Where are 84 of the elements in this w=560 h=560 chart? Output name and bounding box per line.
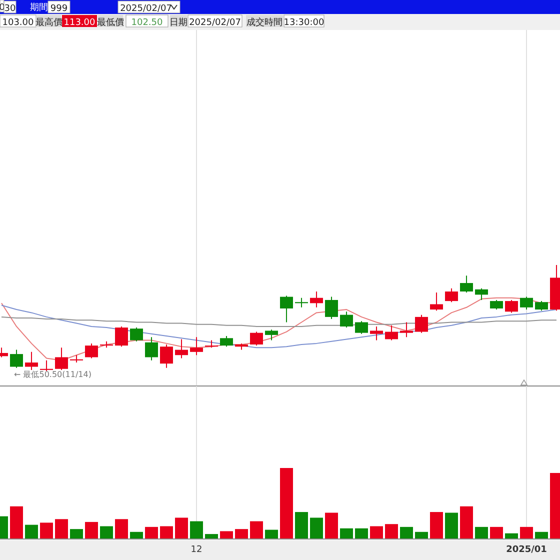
bar <box>55 519 68 539</box>
bar <box>400 526 413 539</box>
candlestick <box>490 299 503 310</box>
text: 2025/02/07 <box>189 18 241 28</box>
text: 2025/02/07 <box>120 4 172 14</box>
candlestick <box>115 326 128 348</box>
text: 日期 <box>170 17 188 28</box>
candlestick <box>310 291 323 308</box>
candlestick <box>385 324 398 341</box>
candlestick <box>145 336 158 361</box>
bar <box>250 521 263 539</box>
bar <box>85 522 98 539</box>
bar <box>175 518 188 539</box>
bar <box>40 522 53 539</box>
text: 999 <box>50 4 68 14</box>
bar <box>355 528 368 539</box>
bar <box>385 524 398 539</box>
text: 最低價 <box>97 17 124 28</box>
candlestick <box>355 320 368 334</box>
bar <box>130 532 143 539</box>
candlestick <box>295 297 308 308</box>
candlestick <box>190 336 203 356</box>
text: 成交時間 <box>246 17 282 28</box>
bar <box>325 512 338 539</box>
bar <box>445 512 458 539</box>
text: 13:30:00 <box>284 18 324 28</box>
bar <box>145 526 158 539</box>
candlestick <box>535 300 548 312</box>
candlestick <box>280 295 293 323</box>
bar <box>265 530 278 539</box>
bar <box>490 526 503 539</box>
bar <box>340 528 353 539</box>
candlestick <box>415 314 428 334</box>
bar <box>100 526 113 539</box>
candlestick <box>400 322 413 338</box>
candlestick <box>40 360 53 372</box>
text: 最高價 <box>36 17 62 28</box>
bar <box>205 534 218 539</box>
text: 期間 <box>30 2 48 13</box>
bar <box>535 532 548 539</box>
bar <box>190 521 203 539</box>
bar <box>370 526 383 539</box>
candlestick <box>175 338 188 359</box>
bar <box>460 506 473 539</box>
candlestick <box>505 299 518 314</box>
bar <box>280 468 293 539</box>
bar <box>430 512 443 539</box>
candlestick <box>10 349 23 368</box>
text: 30 <box>4 4 16 14</box>
bar <box>70 529 83 539</box>
candlestick <box>340 311 353 328</box>
candlestick <box>325 296 338 320</box>
bar <box>295 512 308 539</box>
bar <box>520 526 533 539</box>
candlestick <box>25 351 38 370</box>
candlestick <box>160 344 173 368</box>
annotation: ← 最低50.50(11/14) <box>14 370 92 379</box>
candlestick <box>475 288 488 300</box>
text: 113.00 <box>64 18 96 28</box>
bar <box>115 519 128 539</box>
candlestick <box>85 342 98 359</box>
candlestick <box>445 288 458 303</box>
candlestick <box>460 275 473 294</box>
candlestick <box>250 331 263 346</box>
candlestick <box>520 296 533 310</box>
bar <box>10 506 23 539</box>
candlestick <box>55 347 68 370</box>
text: 103.00 <box>2 18 34 28</box>
candlestick <box>130 327 143 342</box>
text: 0 <box>0 3 6 13</box>
candlestick <box>265 329 278 341</box>
x-tick-label: 12 <box>190 545 202 555</box>
candlestick <box>220 336 233 348</box>
bar <box>25 524 38 539</box>
bar <box>415 532 428 539</box>
bar <box>475 526 488 539</box>
bar <box>310 518 323 539</box>
x-tick-label: 2025/01 <box>506 545 547 555</box>
text: 102.50 <box>131 18 164 28</box>
bar <box>160 526 173 539</box>
bar <box>235 529 248 539</box>
candlestick <box>430 292 443 312</box>
bar <box>220 531 233 539</box>
candlestick <box>370 326 383 341</box>
